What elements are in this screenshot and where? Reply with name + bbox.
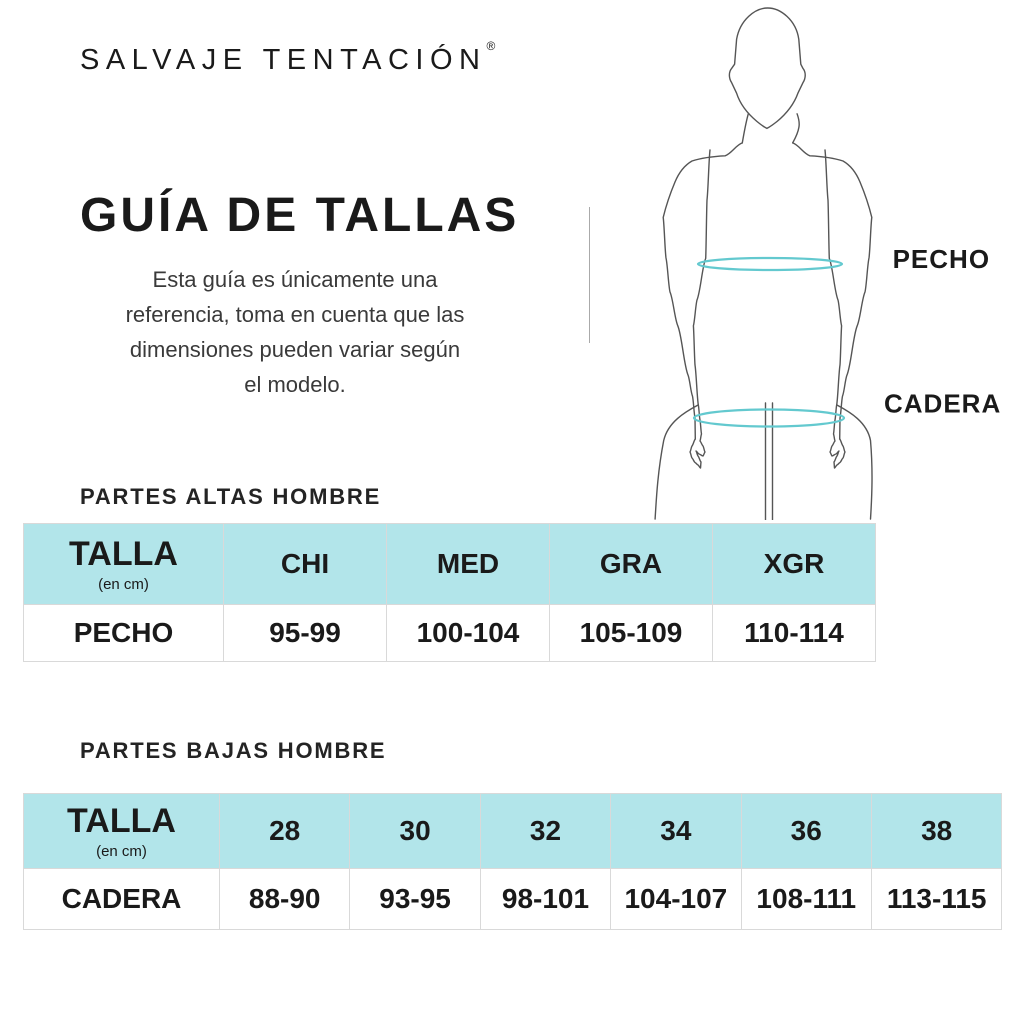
svg-text:CADERA: CADERA xyxy=(884,389,1001,419)
svg-text:PECHO: PECHO xyxy=(893,244,990,274)
